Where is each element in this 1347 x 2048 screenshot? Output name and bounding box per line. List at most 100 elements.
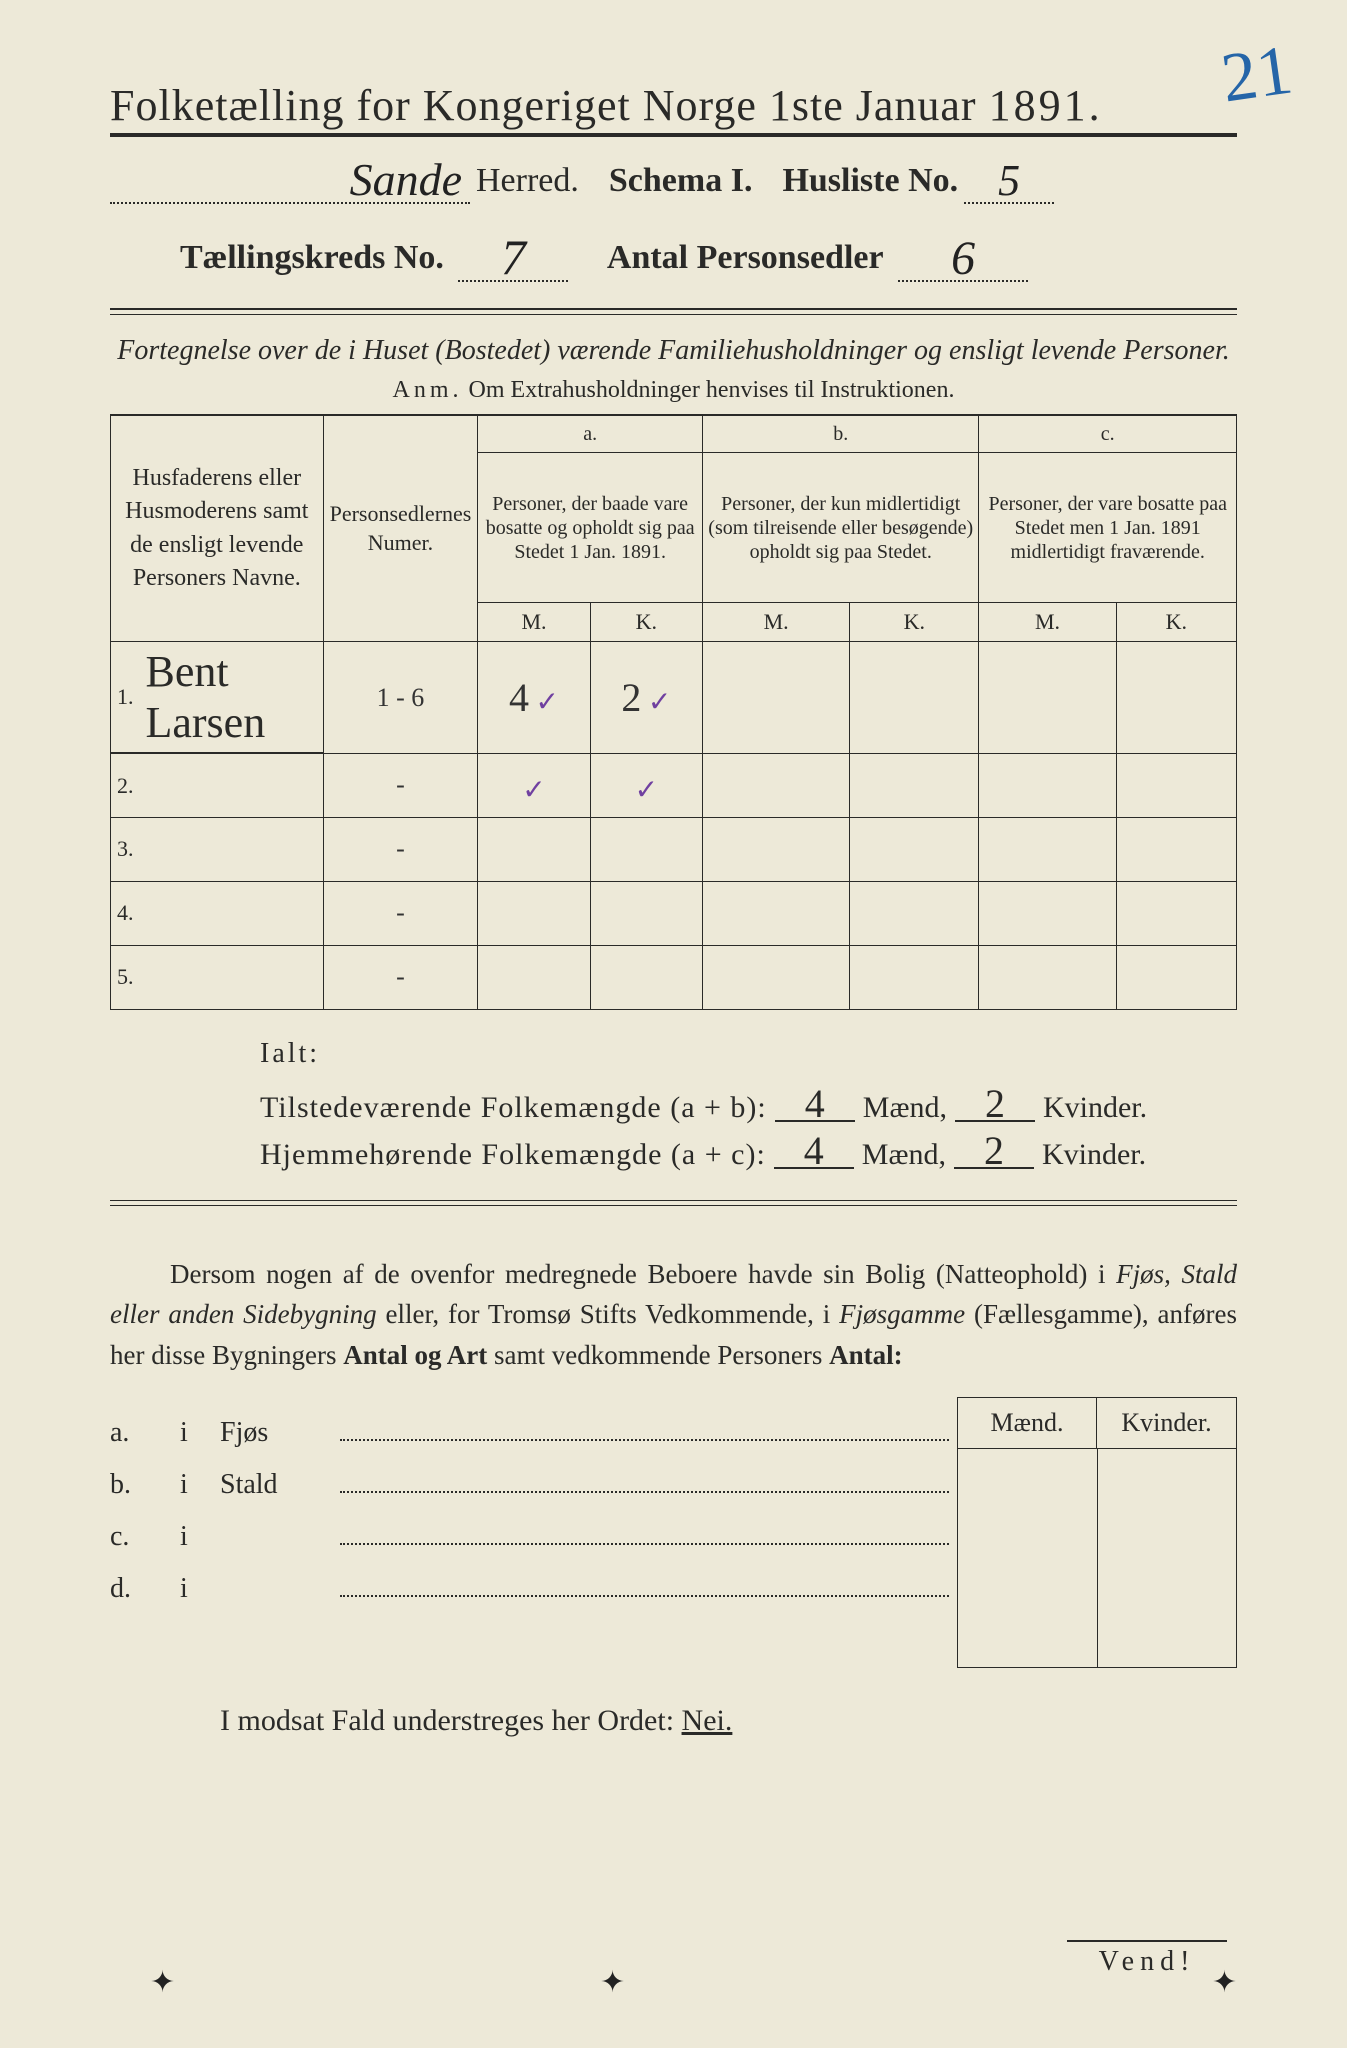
herred-label: Herred. (476, 162, 579, 200)
row-name (140, 881, 324, 945)
husliste-value: 5 (998, 156, 1020, 205)
row-c-k (1116, 753, 1236, 817)
totals-line2-m: 4 (774, 1135, 854, 1169)
pin-mark: ✦ (150, 1965, 175, 2000)
row-c-m (979, 642, 1116, 754)
row-b-m (703, 881, 850, 945)
anm-prefix: Anm. (393, 377, 463, 403)
row-a-k (590, 945, 702, 1009)
col-a-text: Personer, der baade vare bosatte og opho… (478, 453, 703, 603)
dersom-paragraph: Dersom nogen af de ovenfor medregnede Be… (110, 1254, 1237, 1376)
herred-value: Sande (350, 154, 462, 205)
antal-label: Antal Personsedler (607, 239, 884, 276)
bottom-section: a.iFjøsb.iStaldc.id.i Mænd. Kvinder. (110, 1397, 1237, 1668)
row-name (140, 753, 324, 817)
row-a-k: ✓ (590, 753, 702, 817)
col-b-label: b. (703, 416, 979, 453)
row-b-m (703, 817, 850, 881)
row-c-k (1116, 881, 1236, 945)
bottom-row-tag: a. (110, 1417, 180, 1449)
ialt-label: Ialt: (260, 1038, 1237, 1070)
row-c-m (979, 945, 1116, 1009)
row-a-m (478, 817, 590, 881)
header-row-2: Tællingskreds No. 7 Antal Personsedler 6 (110, 222, 1237, 282)
col-b-m: M. (703, 603, 850, 642)
row-c-k (1116, 945, 1236, 1009)
bottom-row-word: Fjøs (220, 1417, 340, 1449)
pin-mark: ✦ (600, 1965, 625, 2000)
row-c-m (979, 817, 1116, 881)
table-row: 1.Bent Larsen1 - 64 ✓2 ✓ (111, 642, 1237, 754)
form-title: Folketælling for Kongeriget Norge 1ste J… (110, 80, 1237, 137)
maend-label: Mænd, (863, 1091, 947, 1125)
row-number: 4. (111, 881, 140, 945)
table-row: 2.- ✓ ✓ (111, 753, 1237, 817)
row-b-m (703, 642, 850, 754)
census-form-page: 21 Folketælling for Kongeriget Norge 1st… (0, 0, 1347, 2048)
pin-mark: ✦ (1212, 1965, 1237, 2000)
row-a-m (478, 945, 590, 1009)
row-number: 5. (111, 945, 140, 1009)
row-c-k (1116, 817, 1236, 881)
schema-label: Schema I. (609, 162, 753, 200)
totals-line-2: Hjemmehørende Folkemængde (a + c): 4 Mæn… (260, 1135, 1237, 1172)
bottom-row-tag: b. (110, 1469, 180, 1501)
row-numer: - (323, 945, 478, 1009)
bottom-row-tag: d. (110, 1573, 180, 1605)
bottom-row-i: i (180, 1573, 220, 1605)
row-number: 1. (111, 642, 140, 754)
row-a-k: 2 ✓ (590, 642, 702, 754)
row-numer: - (323, 753, 478, 817)
table-row: 4.- (111, 881, 1237, 945)
row-c-m (979, 881, 1116, 945)
vend-label: Vend! (1067, 1940, 1227, 1978)
kvinder-label: Kvinder. (1042, 1138, 1146, 1172)
bottom-row-dots (340, 1569, 949, 1597)
row-name: Bent Larsen (140, 642, 324, 754)
table-row: 3.- (111, 817, 1237, 881)
row-name (140, 945, 324, 1009)
totals-line1-label: Tilstedeværende Folkemængde (a + b): (260, 1091, 767, 1125)
nei-word: Nei. (682, 1704, 733, 1737)
totals-line2-label: Hjemmehørende Folkemængde (a + c): (260, 1138, 766, 1172)
bottom-row: c.i (110, 1517, 957, 1553)
kvinder-label: Kvinder. (1043, 1091, 1147, 1125)
bottom-row-i: i (180, 1469, 220, 1501)
row-name (140, 817, 324, 881)
col-c-text: Personer, der vare bosatte paa Stedet me… (979, 453, 1237, 603)
bottom-row: b.iStald (110, 1465, 957, 1501)
totals-line1-m: 4 (775, 1088, 855, 1122)
header-row-1: Sande Herred. Schema I. Husliste No. 5 (110, 149, 1237, 204)
totals-line-1: Tilstedeværende Folkemængde (a + b): 4 M… (260, 1088, 1237, 1125)
row-a-k (590, 817, 702, 881)
col-a-m: M. (478, 603, 590, 642)
bottom-row-i: i (180, 1417, 220, 1449)
row-number: 2. (111, 753, 140, 817)
row-a-m (478, 881, 590, 945)
bottom-row-word: Stald (220, 1469, 340, 1501)
row-b-k (850, 817, 979, 881)
anm-note: Anm. Om Extrahusholdninger henvises til … (110, 377, 1237, 404)
persons-table: Husfaderens eller Husmoderens samt de en… (110, 415, 1237, 1010)
row-b-k (850, 945, 979, 1009)
bottom-row-dots (340, 1517, 949, 1545)
col-numer: Personsedlernes Numer. (323, 416, 478, 642)
col-b-text: Personer, der kun midlertidigt (som tilr… (703, 453, 979, 603)
antal-value: 6 (951, 232, 975, 285)
bottom-maend-head: Mænd. (957, 1397, 1097, 1448)
bottom-row-dots (340, 1413, 949, 1441)
anm-text: Om Extrahusholdninger henvises til Instr… (469, 377, 955, 403)
row-b-m (703, 753, 850, 817)
row-a-k (590, 881, 702, 945)
bottom-mk-box: Mænd. Kvinder. (957, 1397, 1237, 1668)
totals-line1-k: 2 (955, 1088, 1035, 1122)
bottom-kvinder-head: Kvinder. (1097, 1397, 1237, 1448)
row-c-m (979, 753, 1116, 817)
col-c-k: K. (1116, 603, 1236, 642)
page-number-handwritten: 21 (1217, 31, 1297, 120)
row-b-m (703, 945, 850, 1009)
title-year: 1891. (989, 81, 1103, 130)
row-b-k (850, 753, 979, 817)
bottom-row: d.i (110, 1569, 957, 1605)
col-c-label: c. (979, 416, 1237, 453)
